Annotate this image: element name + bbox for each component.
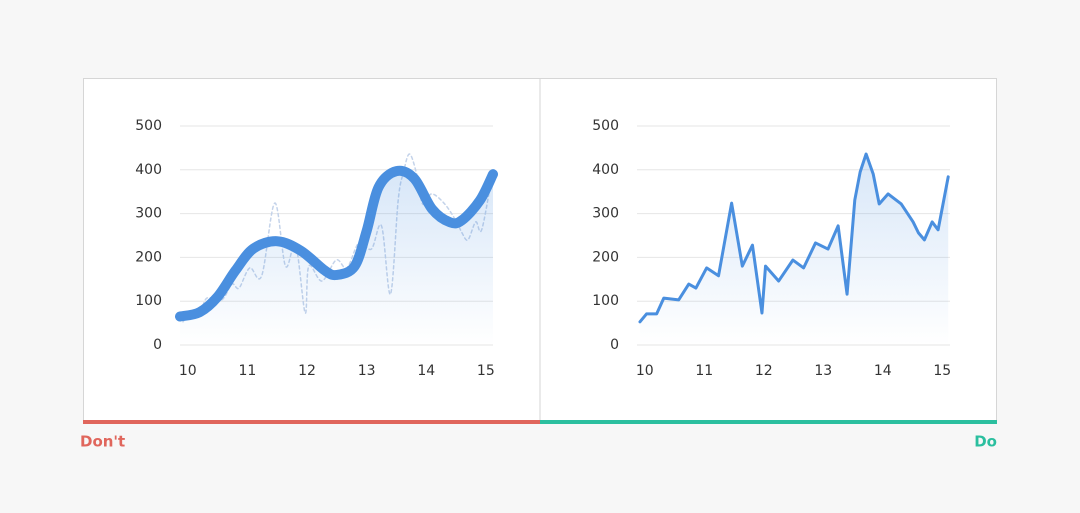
x-tick-label: 10 <box>179 363 197 379</box>
x-tick-label: 13 <box>814 363 832 379</box>
y-tick-label: 400 <box>592 162 619 178</box>
y-tick-label: 0 <box>153 337 162 353</box>
x-tick-label: 15 <box>933 363 951 379</box>
y-tick-label: 200 <box>592 249 619 265</box>
do-label: Do <box>974 433 997 451</box>
data-line <box>638 152 950 324</box>
area-fill <box>639 154 949 345</box>
x-tick-label: 14 <box>874 363 892 379</box>
y-tick-label: 300 <box>592 206 619 222</box>
x-tick-label: 15 <box>477 363 495 379</box>
y-tick-label: 500 <box>135 118 162 134</box>
y-tick-label: 500 <box>592 118 619 134</box>
y-tick-label: 100 <box>592 293 619 309</box>
x-tick-label: 11 <box>695 363 713 379</box>
area-fill <box>180 170 493 345</box>
x-tick-label: 10 <box>636 363 654 379</box>
data-line <box>175 165 498 322</box>
y-tick-label: 400 <box>135 162 162 178</box>
y-tick-label: 200 <box>135 249 162 265</box>
x-tick-label: 11 <box>238 363 256 379</box>
x-tick-label: 12 <box>755 363 773 379</box>
do-bar <box>540 420 997 424</box>
x-tick-label: 13 <box>358 363 376 379</box>
x-tick-label: 12 <box>298 363 316 379</box>
y-tick-label: 100 <box>135 293 162 309</box>
dont-label: Don't <box>80 433 125 451</box>
y-tick-label: 0 <box>610 337 619 353</box>
dont-bar <box>83 420 540 424</box>
x-tick-label: 14 <box>417 363 435 379</box>
y-tick-label: 300 <box>135 206 162 222</box>
